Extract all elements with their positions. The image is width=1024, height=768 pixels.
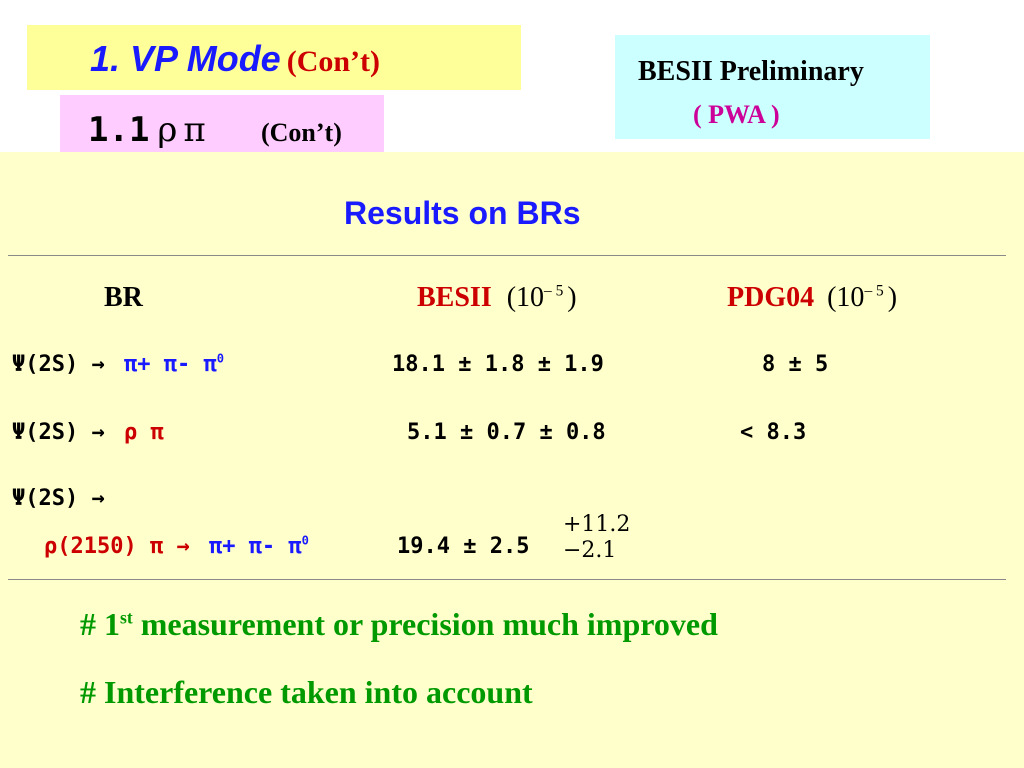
col-header-pdg-label: PDG04 — [727, 282, 815, 313]
col-header-pdg: PDG04 (10– 5) — [727, 282, 897, 314]
subtitle-greek: ρπ — [157, 110, 212, 150]
table-row: Ψ(2S) → ρ π — [12, 420, 164, 445]
title-box — [27, 25, 521, 90]
decay-products: ρ π — [123, 420, 164, 445]
subtitle-cont: (Con’t) — [261, 118, 342, 147]
asymmetric-error: +11.2 −2.1 — [563, 512, 630, 564]
results-title: Results on BRs — [344, 195, 581, 231]
col-header-besii-label: BESII — [417, 282, 492, 313]
error-minus: −2.1 — [563, 538, 617, 563]
subtitle-number: 1.1 — [88, 110, 150, 150]
col-header-besii-unit: (10– 5) — [506, 282, 577, 313]
preliminary-label: BESII Preliminary — [638, 56, 864, 87]
preliminary-box — [615, 35, 930, 139]
col-header-br: BR — [104, 282, 143, 313]
note-first-measurement: # 1st measurement or precision much impr… — [80, 606, 718, 642]
slide-title-cont: (Con’t) — [286, 45, 381, 78]
besii-value: 18.1 ± 1.8 ± 1.9 — [392, 352, 604, 377]
note-interference: # Interference taken into account — [80, 674, 533, 710]
pdg-value: < 8.3 — [740, 420, 807, 445]
decay-products: π+ π- π0 — [123, 351, 224, 377]
pwa-label: ( PWA ) — [693, 100, 780, 129]
besii-value: 19.4 ± 2.5 — [397, 534, 530, 559]
col-header-besii: BESII (10– 5) — [417, 282, 577, 314]
pdg-value: 8 ± 5 — [762, 352, 829, 377]
decay-intermediate: ρ(2150) π → — [44, 534, 190, 559]
subtitle-box — [60, 95, 384, 157]
besii-value: 5.1 ± 0.7 ± 0.8 — [407, 420, 606, 445]
content-panel — [0, 152, 1024, 768]
error-plus: +11.2 — [563, 512, 631, 537]
table-row: Ψ(2S) → π+ π- π0 — [12, 352, 224, 377]
decay-parent: Ψ(2S) → — [12, 420, 105, 445]
table-row: ρ(2150) π → π+ π- π0 — [44, 534, 309, 559]
decay-parent: Ψ(2S) → — [12, 486, 105, 511]
slide-subtitle: 1.1 ρπ — [88, 110, 212, 150]
col-header-pdg-unit: (10– 5) — [827, 282, 898, 313]
divider-top — [8, 255, 1006, 256]
divider-bottom — [8, 579, 1006, 580]
slide-title: 1. VP Mode (Con’t) — [90, 38, 380, 80]
slide-title-text: 1. VP Mode — [90, 38, 281, 79]
decay-products: π+ π- π0 — [208, 533, 309, 559]
decay-parent: Ψ(2S) → — [12, 352, 105, 377]
